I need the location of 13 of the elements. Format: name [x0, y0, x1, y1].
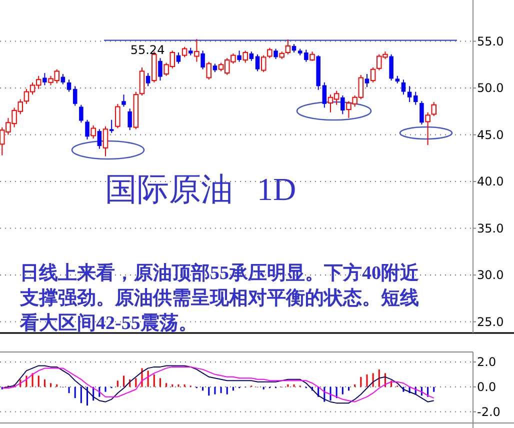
y-tick-label: 25.0 — [477, 314, 504, 329]
y-tick-label: 0.0 — [477, 380, 496, 394]
text: 国际原油 1D — [105, 171, 296, 207]
y-tick-label: 55.0 — [477, 34, 504, 48]
annotation: 日线上来看，原油顶部55承压明显。下方40附近支撑强劲。原油供需呈现相对平衡的状态。短线看大区间42-55震荡。 — [19, 262, 420, 334]
y-tick-label: 50.0 — [477, 81, 504, 96]
y-tick-label: 45.0 — [477, 128, 504, 142]
y-tick-label: 40.0 — [477, 174, 504, 189]
annotation: 55.24 — [130, 43, 165, 58]
y-tick-label: -2.0 — [477, 404, 500, 419]
y-tick-label: 2.0 — [477, 355, 496, 370]
y-tick-label: 30.0 — [477, 268, 504, 282]
y-tick-label: 35.0 — [477, 221, 504, 236]
